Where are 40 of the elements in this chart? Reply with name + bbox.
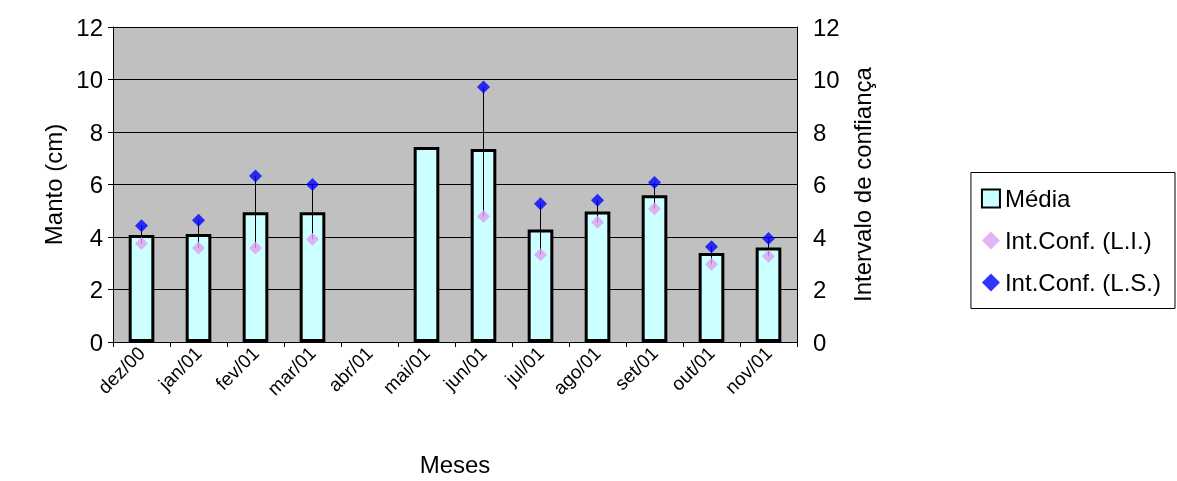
point	[306, 232, 319, 246]
point	[648, 202, 661, 216]
point	[534, 248, 547, 262]
y2-axis-title: Intervalo de confiança	[849, 66, 877, 302]
y-tick-label: 0	[89, 328, 103, 356]
point	[762, 232, 775, 246]
y2-tick-label: 10	[813, 66, 840, 93]
y-tick-label: 10	[76, 66, 103, 93]
y2-tick-label: 6	[813, 171, 827, 198]
point	[477, 80, 490, 94]
point	[135, 237, 148, 251]
y2-tick-label: 4	[813, 223, 827, 251]
point	[591, 215, 604, 229]
y-tick-label: 4	[89, 223, 103, 251]
point	[249, 241, 262, 255]
point	[477, 210, 490, 224]
point	[591, 193, 604, 207]
y-tick-label: 8	[89, 118, 103, 146]
point	[192, 213, 205, 227]
y-tick-label: 6	[89, 171, 103, 198]
point	[762, 249, 775, 263]
y2-tick-label: 2	[813, 276, 827, 303]
point	[648, 175, 661, 189]
y-tick-label: 2	[89, 276, 103, 303]
y2-tick-label: 8	[813, 118, 827, 146]
y-tick-label: 12	[76, 13, 103, 41]
y-axis-title: Manto (cm)	[39, 123, 67, 246]
legend-label: Int.Conf. (L.S.)	[1004, 269, 1161, 296]
y2-tick-label: 0	[813, 328, 827, 356]
point	[534, 197, 547, 211]
point	[135, 219, 148, 233]
x-axis-title: Meses	[419, 450, 491, 478]
point	[192, 241, 205, 255]
point	[705, 240, 718, 254]
legend-label: Int.Conf. (L.I.)	[1004, 227, 1152, 254]
point	[306, 178, 319, 191]
legend-label: Média	[1004, 185, 1071, 212]
point	[705, 257, 718, 271]
y2-tick-label: 12	[813, 13, 840, 41]
point	[249, 169, 262, 183]
